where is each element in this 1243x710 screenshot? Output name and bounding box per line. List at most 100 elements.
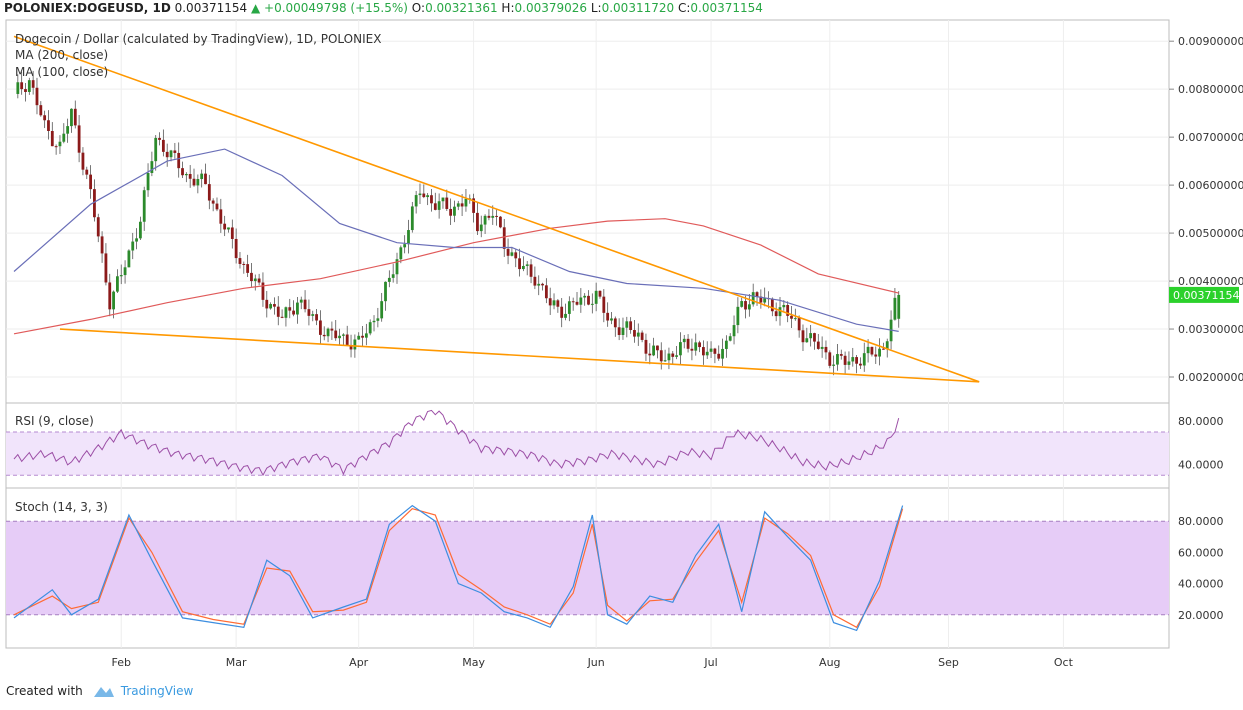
- candle-body: [138, 221, 142, 239]
- candle-body: [564, 313, 567, 318]
- ma200-legend: MA (200, close): [15, 48, 109, 62]
- candle-body: [146, 173, 150, 191]
- candle-body: [851, 357, 855, 362]
- candle-body: [721, 348, 724, 359]
- candle-body: [296, 302, 299, 315]
- candle-body: [483, 215, 487, 225]
- candle-body: [269, 304, 273, 309]
- candle-body: [801, 330, 805, 343]
- candle-body: [62, 133, 66, 142]
- candle-body: [372, 320, 376, 323]
- candle-body: [154, 137, 158, 162]
- candle-body: [460, 203, 464, 207]
- candle-body: [280, 316, 284, 318]
- stoch-d-line: [13, 508, 904, 629]
- rsi-tick-label: 40.0000: [1178, 458, 1224, 471]
- x-tick-label: Jul: [703, 656, 717, 669]
- candle-body: [556, 300, 560, 307]
- candle-body: [774, 311, 778, 317]
- candle-body: [407, 230, 410, 245]
- candle-body: [357, 335, 361, 340]
- price-pane: [5, 19, 1170, 404]
- candle-body: [878, 348, 881, 357]
- candle-body: [709, 348, 713, 352]
- candle-body: [345, 334, 349, 345]
- candle-body: [261, 282, 265, 300]
- candle-body: [836, 354, 839, 365]
- candle-body: [422, 193, 426, 198]
- candle-body: [449, 208, 453, 216]
- candle-body: [560, 306, 564, 318]
- candle-body: [747, 304, 751, 310]
- tradingview-link[interactable]: TradingView: [120, 684, 194, 698]
- candle-body: [613, 318, 617, 328]
- candle-body: [234, 238, 238, 259]
- candle-body: [43, 115, 47, 121]
- candle-body: [644, 339, 648, 354]
- candle-body: [778, 307, 782, 317]
- candle-body: [403, 244, 407, 248]
- candle-body: [537, 283, 541, 286]
- candle-body: [598, 290, 602, 297]
- candle-body: [633, 330, 636, 337]
- candle-body: [437, 201, 441, 210]
- candle-body: [104, 253, 108, 283]
- candle-body: [583, 295, 587, 298]
- candle-body: [679, 342, 682, 356]
- candle-body: [464, 198, 468, 207]
- candle-body: [855, 357, 858, 364]
- candle-body: [150, 161, 154, 174]
- candle-body: [177, 152, 181, 169]
- candle-body: [273, 304, 276, 307]
- candle-body: [430, 195, 433, 204]
- candle-body: [499, 216, 502, 228]
- candle-body: [184, 174, 188, 176]
- candle-body: [77, 125, 81, 153]
- y-tick-label: 0.00800000: [1178, 83, 1243, 96]
- candle-body: [625, 321, 629, 328]
- x-tick-label: Aug: [819, 656, 840, 669]
- price-change: ▲ +0.00049798 (+15.5%): [250, 1, 408, 15]
- candle-body: [656, 345, 659, 351]
- candle-body: [188, 174, 192, 179]
- candle-body: [24, 89, 27, 92]
- y-tick-label: 0.00700000: [1178, 131, 1243, 144]
- candle-body: [518, 258, 521, 270]
- candle-body: [686, 338, 690, 349]
- footer: Created with TradingView: [6, 684, 193, 698]
- candle-body: [364, 333, 368, 338]
- y-tick-label: 0.00200000: [1178, 371, 1243, 384]
- candle-body: [487, 215, 491, 218]
- low-label: L:: [590, 1, 602, 15]
- candle-body: [610, 318, 613, 321]
- candle-body: [897, 294, 901, 319]
- candle-body: [395, 259, 399, 275]
- stoch-tick-label: 80.0000: [1178, 515, 1224, 528]
- price-chart[interactable]: Feb Mar Apr May Jun Jul Aug Sep Oct 0.00200000 0.0…: [0, 0, 1243, 680]
- candle-body: [713, 348, 717, 354]
- candle-body: [161, 139, 165, 152]
- candle-body: [885, 341, 889, 350]
- rsi-layer: [6, 409, 1169, 477]
- candle-body: [813, 333, 816, 342]
- candle-body: [135, 238, 138, 242]
- candle-body: [441, 197, 445, 202]
- x-tick-label: Jun: [587, 656, 605, 669]
- candle-body: [16, 82, 20, 94]
- candle-body: [479, 224, 483, 232]
- candle-body: [85, 169, 89, 175]
- candle-body: [108, 282, 112, 310]
- candle-body: [384, 281, 387, 302]
- candle-body: [663, 360, 667, 362]
- candle-body: [636, 332, 640, 337]
- candle-body: [828, 352, 832, 366]
- candle-body: [529, 264, 533, 277]
- candle-body: [54, 146, 58, 148]
- candle-body: [112, 291, 115, 310]
- candle-body: [276, 306, 280, 317]
- candle-body: [690, 348, 694, 351]
- candle-body: [215, 203, 219, 210]
- candle-body: [456, 203, 460, 207]
- candle-body: [368, 322, 372, 334]
- candle-body: [219, 209, 223, 224]
